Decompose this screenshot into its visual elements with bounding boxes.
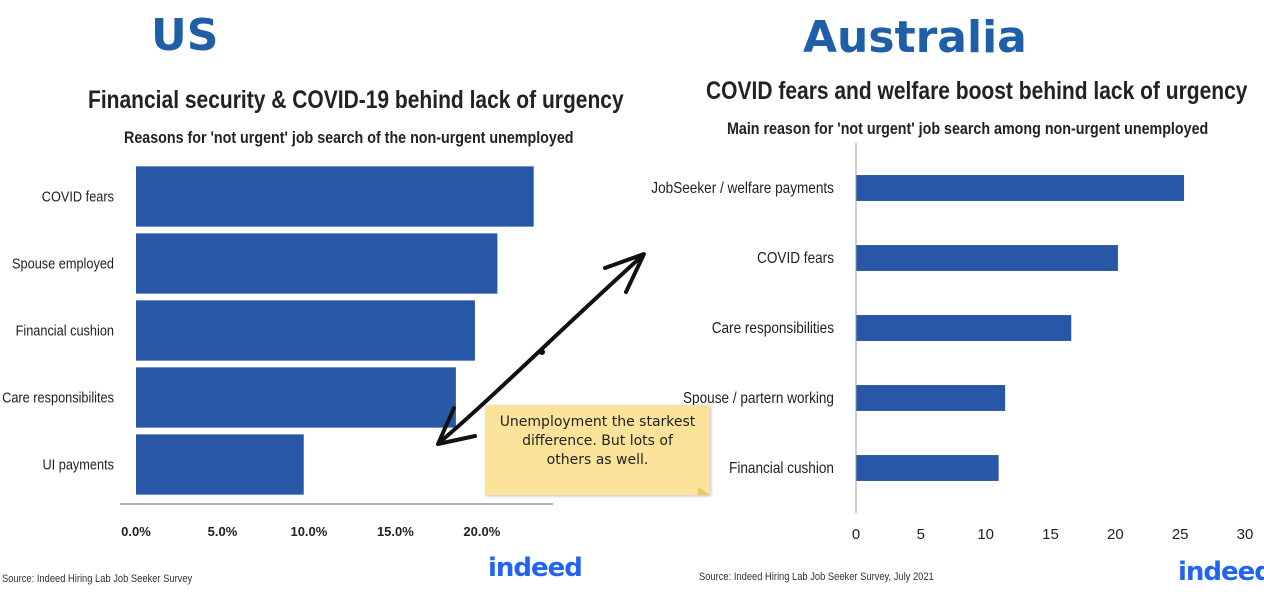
au-x-tick-label: 25 (1172, 526, 1189, 543)
au-bar (856, 455, 999, 481)
us-chart-title: Financial security & COVID-19 behind lac… (88, 86, 624, 114)
au-x-tick-label: 0 (852, 526, 860, 543)
au-category-label: Spouse / partern working (683, 390, 834, 407)
note-curl-icon (698, 487, 710, 495)
au-category-label: Care responsibilities (712, 320, 834, 337)
us-x-tick-label: 5.0% (208, 524, 238, 539)
indeed-logo-us: indeed (488, 553, 583, 583)
us-source: Source: Indeed Hiring Lab Job Seeker Sur… (2, 573, 193, 585)
au-chart-title: COVID fears and welfare boost behind lac… (706, 77, 1248, 105)
au-source: Source: Indeed Hiring Lab Job Seeker Sur… (699, 571, 934, 583)
au-x-tick-label: 20 (1107, 526, 1124, 543)
us-heading: US (151, 10, 219, 61)
us-x-tick-label: 0.0% (121, 524, 151, 539)
au-category-label: Financial cushion (729, 460, 834, 477)
us-category-label: Care responsibilites (2, 388, 114, 405)
us-x-tick-label: 15.0% (377, 524, 414, 539)
au-bar (856, 315, 1072, 341)
indeed-logo-au: indeed (1178, 557, 1264, 587)
australia-heading: Australia (803, 12, 1027, 63)
au-x-tick-label: 15 (1042, 526, 1059, 543)
us-chart-subtitle: Reasons for 'not urgent' job search of t… (124, 128, 574, 147)
au-x-tick-label: 10 (977, 526, 994, 543)
au-bar (856, 175, 1185, 201)
us-bar (136, 300, 475, 361)
us-bar (136, 166, 534, 227)
annotation-text: Unemployment the starkest difference. Bu… (499, 414, 696, 468)
au-category-label: COVID fears (757, 250, 834, 267)
us-x-tick-label: 20.0% (463, 524, 500, 539)
us-category-label: COVID fears (42, 187, 114, 204)
us-bar (136, 233, 498, 294)
us-bar (136, 434, 304, 495)
us-x-tick-label: 10.0% (290, 524, 327, 539)
au-bar (856, 385, 1006, 411)
us-category-label: UI payments (43, 455, 115, 472)
au-bar (856, 245, 1118, 271)
au-x-tick-label: 30 (1237, 526, 1254, 543)
au-category-label: JobSeeker / welfare payments (651, 180, 834, 197)
us-category-label: Financial cushion (16, 321, 114, 338)
annotation-note: Unemployment the starkest difference. Bu… (485, 405, 710, 495)
us-bar (136, 367, 456, 428)
au-chart-subtitle: Main reason for 'not urgent' job search … (727, 119, 1209, 138)
us-category-label: Spouse employed (12, 254, 114, 271)
au-x-tick-label: 5 (917, 526, 925, 543)
